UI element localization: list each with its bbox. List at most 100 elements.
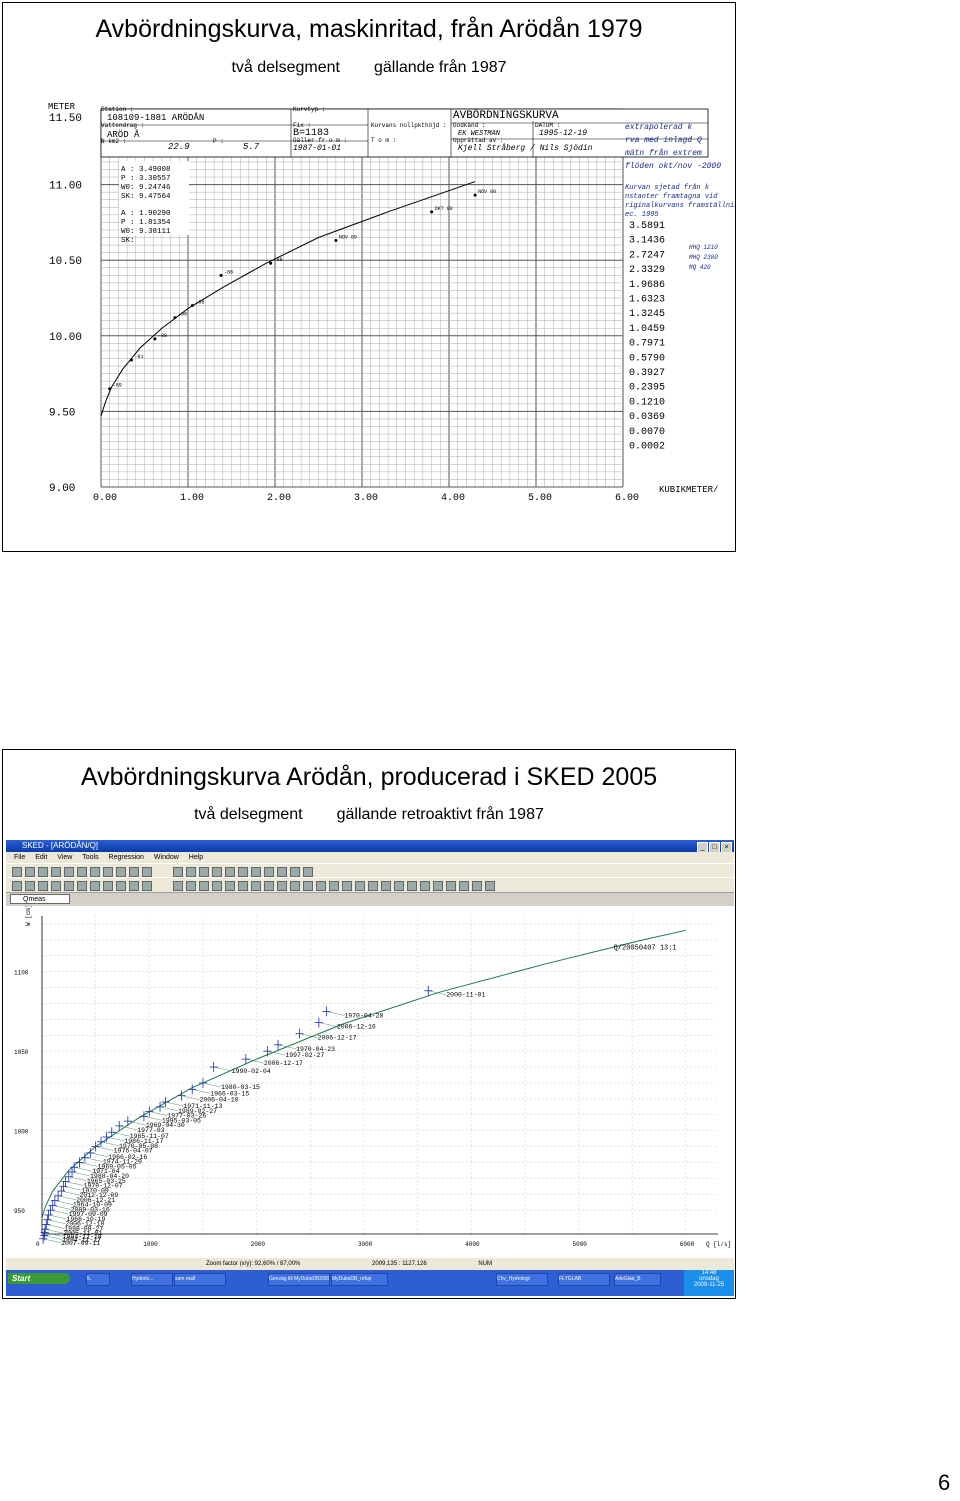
point-leader bbox=[63, 1186, 82, 1191]
menu-window[interactable]: Window bbox=[153, 854, 179, 861]
toolbar-icon[interactable] bbox=[142, 881, 152, 891]
grid bbox=[100, 108, 709, 488]
toolbar-icon[interactable] bbox=[381, 881, 391, 891]
toolbar-icon[interactable] bbox=[12, 867, 22, 877]
toolbar-icon[interactable] bbox=[12, 881, 22, 891]
slide-2: Avbördningskurva Arödån, producerad i SK… bbox=[2, 749, 736, 1299]
menu-help[interactable]: Help bbox=[188, 854, 204, 861]
toolbar-icon[interactable] bbox=[407, 881, 417, 891]
measurement-points: -89 -81 -88 -90 -88 -88 -88 NOV 00 OKT 00 NOV 00 bbox=[108, 189, 496, 391]
toolbar-icon[interactable] bbox=[51, 881, 61, 891]
toolbar-icon[interactable] bbox=[38, 881, 48, 891]
toolbar-icon[interactable] bbox=[225, 867, 235, 877]
point-label: 1977-03-26 bbox=[167, 1113, 206, 1120]
toolbar-icon[interactable] bbox=[303, 881, 313, 891]
datum-value: 1995-12-19 bbox=[539, 129, 587, 138]
task-button[interactable]: Hydrolo... bbox=[131, 1273, 173, 1286]
toolbar-icon[interactable] bbox=[238, 881, 248, 891]
toolbar-icon[interactable] bbox=[90, 881, 100, 891]
toolbar-icon[interactable] bbox=[212, 881, 222, 891]
toolbar-icon[interactable] bbox=[103, 867, 113, 877]
menu-edit[interactable]: Edit bbox=[35, 854, 48, 861]
task-button[interactable]: FLYGLAB bbox=[558, 1273, 610, 1286]
toolbar-icon[interactable] bbox=[51, 867, 61, 877]
toolbar-icon[interactable] bbox=[303, 867, 313, 877]
toolbar-icon[interactable] bbox=[64, 867, 74, 877]
y-tick-label: 9.00 bbox=[49, 483, 75, 495]
kurva-title: AVBÖRDNINGSKURVA bbox=[453, 109, 559, 122]
toolbar-icon[interactable] bbox=[264, 867, 274, 877]
toolbar-icon[interactable] bbox=[329, 881, 339, 891]
toolbar-icon[interactable] bbox=[225, 881, 235, 891]
station-label: Station : bbox=[101, 106, 133, 113]
point-leader bbox=[202, 1082, 221, 1088]
menu-tools[interactable]: Tools bbox=[82, 854, 99, 861]
toolbar-icon[interactable] bbox=[264, 881, 274, 891]
measurement-point bbox=[190, 304, 194, 308]
toolbar-icon[interactable] bbox=[251, 881, 261, 891]
toolbar-icon[interactable] bbox=[368, 881, 378, 891]
toolbar-icon[interactable] bbox=[25, 881, 35, 891]
toolbar-icon[interactable] bbox=[472, 881, 482, 891]
task-button[interactable]: 5. bbox=[86, 1273, 110, 1286]
toolbar-icon[interactable] bbox=[116, 867, 126, 877]
toolbar-icon[interactable] bbox=[186, 867, 196, 877]
toolbar-icon[interactable] bbox=[173, 881, 183, 891]
menu-file[interactable]: File bbox=[14, 854, 26, 861]
measurement-point bbox=[430, 210, 434, 214]
series-selector[interactable]: Qmeas bbox=[10, 894, 70, 904]
toolbar-icon[interactable] bbox=[394, 881, 404, 891]
toolbar-icon[interactable] bbox=[64, 881, 74, 891]
toolbar-icon[interactable] bbox=[238, 867, 248, 877]
toolbar-icon[interactable] bbox=[290, 867, 300, 877]
toolbar-icon[interactable] bbox=[277, 881, 287, 891]
toolbar-icon[interactable] bbox=[129, 881, 139, 891]
menu-regression[interactable]: Regression bbox=[108, 854, 144, 861]
toolbar-icon[interactable] bbox=[77, 881, 87, 891]
toolbar-icon[interactable] bbox=[199, 867, 209, 877]
x-tick-label: 5.00 bbox=[528, 493, 552, 504]
toolbar-icon[interactable] bbox=[446, 881, 456, 891]
menu-view[interactable]: View bbox=[57, 854, 73, 861]
point-label: 1964-10-09 bbox=[73, 1202, 112, 1209]
toolbar-icon[interactable] bbox=[142, 867, 152, 877]
toolbar-icon[interactable] bbox=[173, 867, 183, 877]
toolbar-icon[interactable] bbox=[116, 881, 126, 891]
toolbar-icon[interactable] bbox=[355, 881, 365, 891]
table-value: 0.0369 bbox=[629, 412, 665, 423]
x-tick-label: 6000 bbox=[680, 1241, 695, 1248]
toolbar-icon[interactable] bbox=[485, 881, 495, 891]
toolbar-icon[interactable] bbox=[316, 881, 326, 891]
toolbar-icon[interactable] bbox=[290, 881, 300, 891]
task-button[interactable]: ArleGlad_B bbox=[614, 1273, 661, 1286]
value-table: 3.5891 3.1436 2.7247 2.3329 1.9686 1.6323 1.32… bbox=[625, 217, 687, 455]
task-button[interactable]: Genväg till MyDubsDB2009 bbox=[268, 1273, 330, 1286]
task-button[interactable]: Chv_Hydrologi bbox=[496, 1273, 548, 1286]
task-button[interactable]: MyDubsDB_refup bbox=[331, 1273, 388, 1286]
toolbar-icon[interactable] bbox=[420, 881, 430, 891]
toolbar-icon[interactable] bbox=[38, 867, 48, 877]
toolbar-icon[interactable] bbox=[199, 881, 209, 891]
y-tick-label: 9.50 bbox=[49, 407, 75, 419]
point-leader bbox=[192, 1089, 211, 1094]
toolbar-icon[interactable] bbox=[129, 867, 139, 877]
toolbar-icon[interactable] bbox=[459, 881, 469, 891]
toolbar-icon[interactable] bbox=[90, 867, 100, 877]
toolbar-icon[interactable] bbox=[277, 867, 287, 877]
toolbar-icon[interactable] bbox=[186, 881, 196, 891]
task-button[interactable]: sam mall bbox=[174, 1273, 226, 1286]
point-leader bbox=[149, 1111, 168, 1116]
x-tick-label: 3000 bbox=[358, 1241, 373, 1248]
y-unit-label: METER bbox=[48, 102, 76, 112]
toolbar-icon[interactable] bbox=[433, 881, 443, 891]
toolbar-icon[interactable] bbox=[103, 881, 113, 891]
table-value: 1.6323 bbox=[629, 295, 665, 306]
toolbar-icon[interactable] bbox=[251, 867, 261, 877]
toolbar-icon[interactable] bbox=[25, 867, 35, 877]
toolbar-icon[interactable] bbox=[342, 881, 352, 891]
table-value: 1.0459 bbox=[629, 324, 665, 335]
toolbar-icon[interactable] bbox=[77, 867, 87, 877]
start-button[interactable]: Start bbox=[8, 1273, 70, 1284]
toolbar-icon[interactable] bbox=[212, 867, 222, 877]
status-coords: 2009,135 : 1127,126 bbox=[372, 1261, 427, 1267]
